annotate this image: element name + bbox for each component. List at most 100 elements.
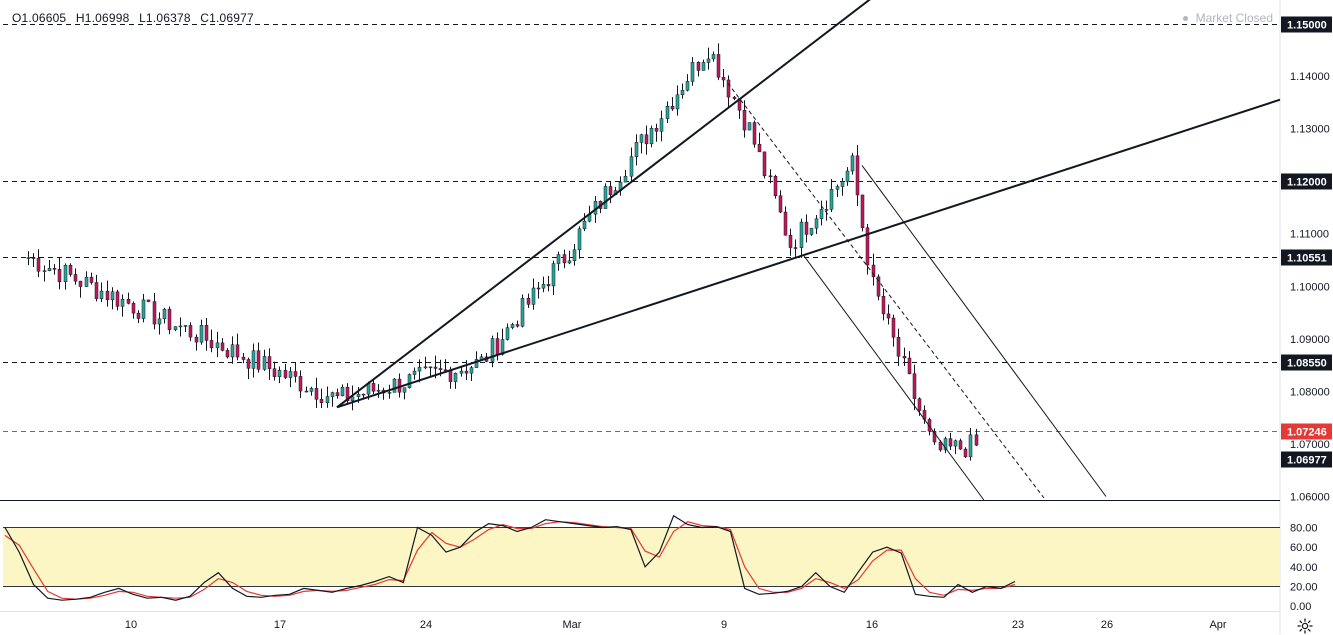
candle-body [577,228,582,251]
candle-body [963,448,968,458]
channel-median[interactable] [727,82,1045,499]
candle-body [178,325,183,328]
candle-body [948,438,953,447]
candle-body [356,393,361,398]
candle-body [659,118,664,132]
candle-body [350,396,355,402]
candle-body [526,298,531,305]
candle-body [423,366,428,369]
candle-body [167,308,172,330]
candle-body [850,155,855,172]
time-tick-label: 9 [721,619,727,631]
oscillator-tick-label: 0.00 [1290,601,1311,613]
candle-body [412,370,417,375]
candle-body [855,155,860,196]
candle-body [742,110,747,131]
candle-body [194,336,199,343]
candle-body [968,434,973,458]
candle-body [515,324,520,327]
candle-body [943,438,948,451]
candle-body [173,326,178,330]
candle-body [829,189,834,210]
settings-button[interactable] [1296,617,1314,635]
candle-body [927,419,932,432]
price-tick-label: 1.11000 [1290,229,1329,241]
candle-body [417,366,422,372]
gear-icon [1297,618,1313,634]
candle-body [89,276,94,283]
candle-body [711,54,716,60]
candle-body [804,221,809,235]
candle-body [215,342,220,349]
candle-body [665,106,670,119]
candle-body [438,368,443,370]
candle-body [835,186,840,190]
level-tag: 1.15000 [1287,20,1327,32]
trendline-support[interactable] [336,98,1281,409]
price-tick-label: 1.13000 [1290,124,1330,136]
candle-body [272,368,277,377]
time-tick-label: 16 [866,619,878,631]
price-tick-label: 1.07000 [1290,439,1330,451]
candle-body [162,308,167,320]
candle-body [721,77,726,81]
candle-body [105,290,110,300]
candle-body [546,284,551,287]
candle-body [783,211,788,236]
time-tick-label: 26 [1101,619,1113,631]
candle-body [304,390,309,393]
candle-body [78,280,83,287]
ohlc-close: C1.06977 [200,11,254,25]
candle-body [644,134,649,145]
candle-body [230,344,235,358]
channel-lower[interactable] [803,255,985,501]
candle-body [448,370,453,382]
candle-body [267,356,272,369]
candle-body [110,291,115,300]
candle-body [757,143,762,153]
channel-upper[interactable] [861,165,1107,497]
candle-body [912,373,917,399]
candle-body [603,186,608,209]
candle-body [536,287,541,290]
candle-body [917,398,922,411]
candle-body [799,221,804,248]
candle-body [433,366,438,369]
candle-body [361,393,366,396]
candle-body [453,372,458,382]
candle-body [293,371,298,377]
ohlc-header: O1.06605 H1.06998 L1.06378 C1.06977 [12,11,260,25]
candle-body [649,127,654,145]
candle-body [52,268,57,270]
candle-body [131,303,136,314]
candle-body [63,264,68,283]
trendline-steep[interactable] [336,0,920,409]
candle-body [459,370,464,374]
candle-body [157,318,162,325]
candle-body [371,383,376,392]
candle-body [572,249,577,261]
candle-body [958,440,963,450]
candle-body [629,156,634,177]
candle-body [623,175,628,183]
candle-body [469,367,474,374]
candle-body [309,388,314,392]
candle-body [881,295,886,315]
level-tag-bg [1281,354,1332,371]
candle-body [752,122,757,145]
oscillator-tick-label: 60.00 [1290,542,1318,554]
candle-body [726,79,731,98]
candle-body [36,258,41,272]
level-tag-red: 1.07246 [1287,427,1327,439]
ohlc-high: H1.06998 [75,11,130,25]
candle-body [541,284,546,289]
last-price-tag: 1.06977 [1287,455,1327,467]
candle-body [225,350,230,358]
candle-body [94,282,99,299]
candle-body [68,264,73,275]
level-tag-red-bg [1281,423,1332,440]
candle-body [407,374,412,388]
candle-body [809,227,814,235]
candle-body [531,287,536,305]
